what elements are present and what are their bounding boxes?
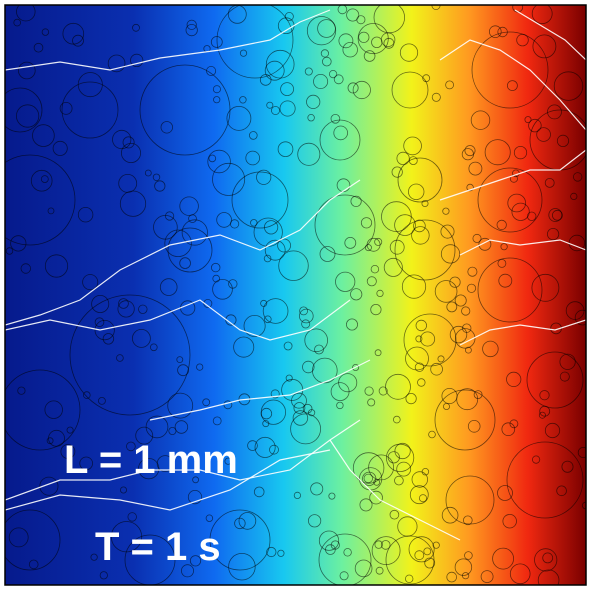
page: L = 1 mm T = 1 s (() => { const data = J… (0, 0, 591, 590)
simulation-image: L = 1 mm T = 1 s (0, 0, 591, 590)
length-label: L = 1 mm (64, 438, 238, 482)
time-label: T = 1 s (95, 525, 221, 569)
